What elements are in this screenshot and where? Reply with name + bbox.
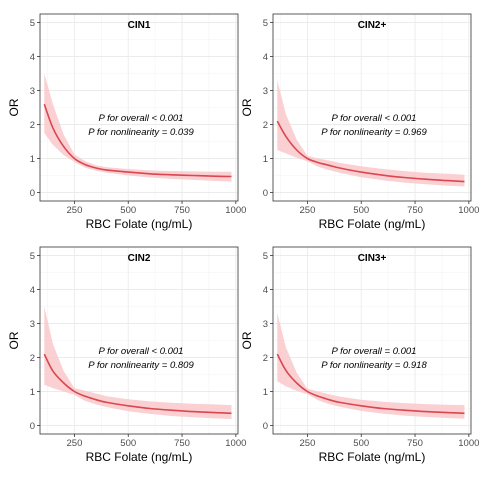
y-tick-label: 1 [263, 387, 268, 398]
x-tick-label: 500 [120, 438, 136, 449]
x-tick-label: 1000 [458, 438, 479, 449]
p-value-annotation: P for nonlinearity = 0.039 [88, 127, 194, 138]
panel-border [39, 246, 239, 435]
x-tick-label: 500 [353, 205, 369, 216]
panel-3: CIN2 P for overall < 0.001 P for nonlinear… [7, 246, 246, 464]
x-tick-label: 500 [353, 438, 369, 449]
x-axis-title: RBC Folate (ng/mL) [319, 450, 426, 464]
p-value-annotation: P for nonlinearity = 0.918 [321, 360, 427, 371]
x-tick-label: 250 [67, 205, 83, 216]
y-tick-label: 1 [263, 154, 268, 165]
confidence-band [44, 306, 232, 419]
panel-2: CIN2+ P for overall < 0.001 P for nonlinea… [240, 13, 479, 231]
y-axis-title: OR [7, 98, 21, 116]
y-tick-label: 2 [263, 353, 268, 364]
y-tick-label: 1 [30, 387, 35, 398]
or-curve [43, 353, 232, 415]
panel-border [39, 13, 239, 202]
x-axis-title: RBC Folate (ng/mL) [86, 450, 193, 464]
y-axis-title: OR [240, 331, 254, 349]
or-curve [43, 103, 232, 178]
y-tick-label: 0 [30, 421, 35, 432]
y-tick-label: 3 [30, 319, 35, 330]
p-value-annotation: P for overall < 0.001 [332, 113, 417, 124]
y-tick-label: 5 [30, 251, 35, 262]
y-tick-label: 4 [263, 52, 268, 63]
x-tick-label: 1000 [458, 205, 479, 216]
p-value-annotation: P for overall < 0.001 [99, 346, 184, 357]
y-tick-label: 3 [30, 86, 35, 97]
y-tick-label: 0 [30, 188, 35, 199]
y-tick-label: 3 [263, 86, 268, 97]
x-tick-label: 250 [300, 205, 316, 216]
x-tick-label: 750 [407, 438, 423, 449]
panel-title: CIN2+ [358, 20, 387, 31]
panel-1: CIN1 P for overall < 0.001 P for nonlinear… [7, 13, 246, 231]
y-tick-label: 1 [30, 154, 35, 165]
x-tick-label: 750 [407, 205, 423, 216]
confidence-band [277, 80, 465, 187]
p-value-annotation: P for nonlinearity = 0.969 [321, 127, 427, 138]
y-tick-label: 0 [263, 188, 268, 199]
x-axis-title: RBC Folate (ng/mL) [86, 217, 193, 231]
y-tick-label: 5 [263, 18, 268, 29]
x-tick-label: 500 [120, 205, 136, 216]
y-axis-title: OR [7, 331, 21, 349]
y-tick-label: 2 [263, 120, 268, 131]
x-tick-label: 250 [300, 438, 316, 449]
y-tick-label: 5 [30, 18, 35, 29]
panel-4: CIN3+ P for overall = 0.001 P for nonlinea… [240, 246, 479, 464]
panel-border [272, 13, 472, 202]
p-value-annotation: P for overall < 0.001 [99, 113, 184, 124]
p-value-annotation: P for overall = 0.001 [332, 346, 417, 357]
y-tick-label: 2 [30, 120, 35, 131]
y-tick-label: 2 [30, 353, 35, 364]
or-curve [276, 120, 465, 183]
y-tick-label: 4 [30, 285, 35, 296]
or-curve [276, 353, 465, 415]
y-axis-title: OR [240, 98, 254, 116]
x-tick-label: 250 [67, 438, 83, 449]
p-value-annotation: P for nonlinearity = 0.809 [88, 360, 194, 371]
x-tick-label: 750 [174, 205, 190, 216]
y-tick-label: 0 [263, 421, 268, 432]
x-tick-label: 1000 [225, 438, 246, 449]
y-tick-label: 5 [263, 251, 268, 262]
panel-title: CIN1 [128, 20, 151, 31]
panel-title: CIN3+ [358, 253, 387, 264]
y-tick-label: 4 [263, 285, 268, 296]
panel-border [272, 246, 472, 435]
y-tick-label: 3 [263, 319, 268, 330]
x-tick-label: 750 [174, 438, 190, 449]
x-tick-label: 1000 [225, 205, 246, 216]
x-axis-title: RBC Folate (ng/mL) [319, 217, 426, 231]
panel-title: CIN2 [128, 253, 151, 264]
y-tick-label: 4 [30, 52, 35, 63]
confidence-band [277, 313, 465, 419]
